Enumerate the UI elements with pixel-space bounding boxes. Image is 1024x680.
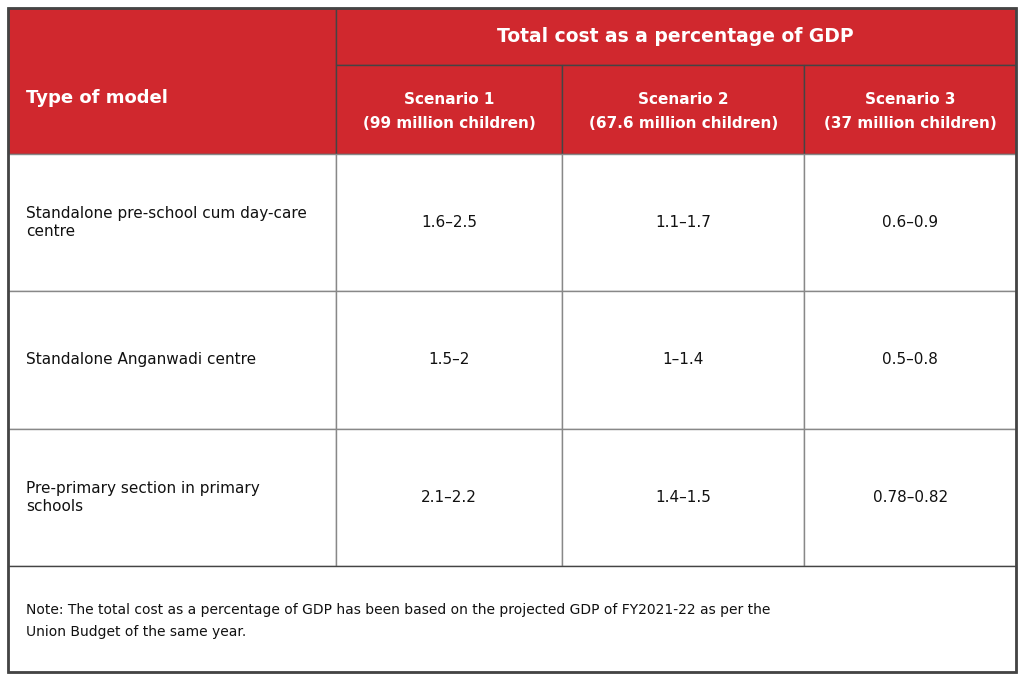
Bar: [562, 291, 804, 428]
Text: Total cost as a percentage of GDP: Total cost as a percentage of GDP: [498, 27, 854, 46]
Text: 0.6–0.9: 0.6–0.9: [882, 215, 938, 230]
Text: 1.6–2.5: 1.6–2.5: [421, 215, 477, 230]
Bar: [562, 428, 804, 566]
Text: Scenario 3: Scenario 3: [865, 92, 955, 107]
Bar: [336, 154, 562, 291]
Bar: [562, 65, 804, 154]
Bar: [336, 65, 562, 154]
Text: Standalone Anganwadi centre: Standalone Anganwadi centre: [26, 352, 256, 367]
Bar: [336, 428, 562, 566]
Bar: [8, 154, 336, 291]
Text: Scenario 2: Scenario 2: [638, 92, 729, 107]
Text: (67.6 million children): (67.6 million children): [589, 116, 778, 131]
Text: Type of model: Type of model: [26, 89, 168, 107]
Text: Pre-primary section in primary
schools: Pre-primary section in primary schools: [26, 481, 260, 513]
Text: 1.1–1.7: 1.1–1.7: [655, 215, 712, 230]
Bar: [8, 566, 1016, 672]
Bar: [336, 291, 562, 428]
Text: Scenario 1: Scenario 1: [403, 92, 495, 107]
Text: Note: The total cost as a percentage of GDP has been based on the projected GDP : Note: The total cost as a percentage of …: [26, 603, 770, 617]
Text: Union Budget of the same year.: Union Budget of the same year.: [26, 625, 246, 639]
Text: 1.5–2: 1.5–2: [428, 352, 470, 367]
Text: 0.78–0.82: 0.78–0.82: [872, 490, 948, 505]
Text: (99 million children): (99 million children): [362, 116, 536, 131]
Text: 0.5–0.8: 0.5–0.8: [883, 352, 938, 367]
Text: 2.1–2.2: 2.1–2.2: [421, 490, 477, 505]
Text: 1–1.4: 1–1.4: [663, 352, 705, 367]
Bar: [8, 428, 336, 566]
Text: Standalone pre-school cum day-care
centre: Standalone pre-school cum day-care centr…: [26, 206, 307, 239]
Bar: [804, 291, 1016, 428]
Bar: [562, 154, 804, 291]
Bar: [336, 8, 1016, 65]
Bar: [8, 291, 336, 428]
Bar: [804, 65, 1016, 154]
Text: 1.4–1.5: 1.4–1.5: [655, 490, 712, 505]
Text: (37 million children): (37 million children): [823, 116, 996, 131]
Bar: [804, 428, 1016, 566]
Bar: [804, 154, 1016, 291]
Bar: [8, 8, 336, 154]
